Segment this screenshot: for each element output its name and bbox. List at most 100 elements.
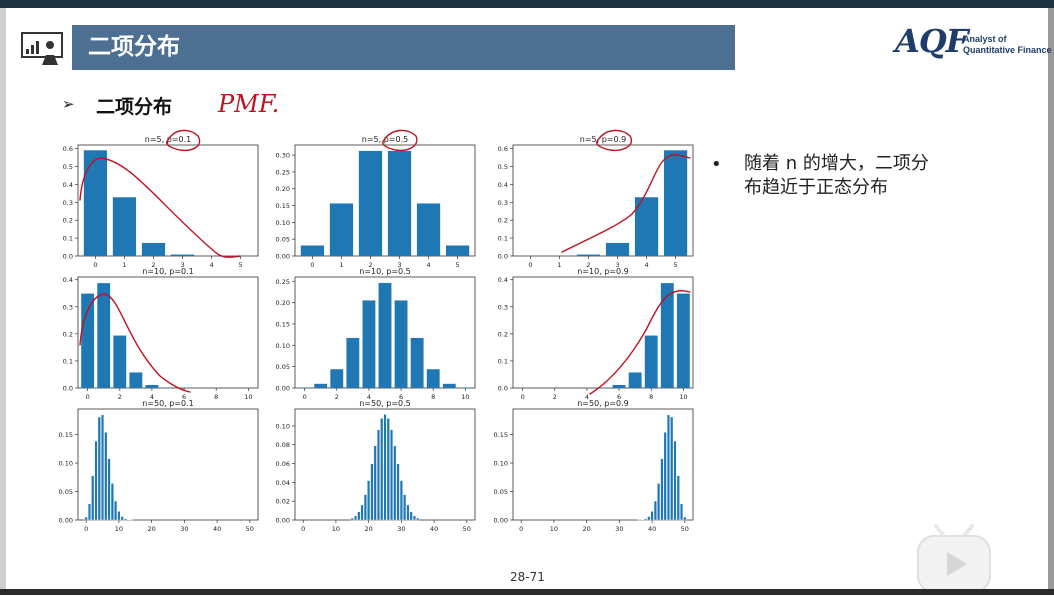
y-tick-label: 0.3 xyxy=(63,199,73,207)
y-tick-label: 0.1 xyxy=(498,235,508,243)
bar xyxy=(606,243,629,256)
y-tick-label: 0.6 xyxy=(63,145,73,153)
y-tick-label: 0.00 xyxy=(494,517,508,525)
y-tick-label: 0.2 xyxy=(63,330,73,338)
y-tick-label: 0.10 xyxy=(276,422,290,430)
y-tick-label: 0.1 xyxy=(498,357,508,365)
y-tick-label: 0.4 xyxy=(498,276,508,284)
bar xyxy=(388,151,411,256)
x-tick-label: 1 xyxy=(339,261,343,269)
x-tick-label: 30 xyxy=(615,525,623,533)
y-tick-label: 0.0 xyxy=(498,385,508,393)
y-tick-label: 0.4 xyxy=(63,181,73,189)
bar xyxy=(407,505,410,520)
y-tick-label: 0.6 xyxy=(498,145,508,153)
x-tick-label: 4 xyxy=(209,261,213,269)
bar xyxy=(644,519,647,520)
chart-title: n=50, p=0.1 xyxy=(142,399,194,408)
bar xyxy=(330,203,353,256)
bar xyxy=(613,385,626,388)
bar xyxy=(674,441,677,520)
y-tick-label: 0.3 xyxy=(498,303,508,311)
bar xyxy=(443,384,456,388)
bar xyxy=(101,415,104,520)
play-icon[interactable] xyxy=(912,520,996,596)
x-tick-label: 0 xyxy=(519,525,523,533)
x-tick-label: 1 xyxy=(557,261,561,269)
y-tick-label: 0.15 xyxy=(276,202,290,210)
y-tick-label: 0.5 xyxy=(498,163,508,171)
bar xyxy=(98,417,101,520)
bar xyxy=(358,512,361,520)
x-tick-label: 40 xyxy=(213,525,221,533)
bar xyxy=(648,517,651,520)
x-tick-label: 20 xyxy=(147,525,155,533)
y-tick-label: 0.20 xyxy=(276,185,290,193)
y-tick-label: 0.10 xyxy=(59,460,73,468)
bar xyxy=(113,197,136,256)
bar xyxy=(359,151,382,256)
bar xyxy=(142,243,165,256)
x-tick-label: 10 xyxy=(115,525,123,533)
x-tick-label: 0 xyxy=(301,525,305,533)
bar xyxy=(416,518,419,520)
x-tick-label: 0 xyxy=(93,261,97,269)
y-tick-label: 0.05 xyxy=(276,363,290,371)
bar xyxy=(400,481,403,520)
y-tick-label: 0.4 xyxy=(63,276,73,284)
bar xyxy=(410,512,413,520)
bar xyxy=(629,372,642,388)
y-tick-label: 0.05 xyxy=(59,488,73,496)
chart-title: n=50, p=0.5 xyxy=(359,399,411,408)
bar xyxy=(670,417,673,520)
bar xyxy=(654,501,657,520)
y-tick-label: 0.4 xyxy=(498,181,508,189)
y-tick-label: 0.30 xyxy=(276,152,290,160)
x-tick-label: 50 xyxy=(463,525,471,533)
y-tick-label: 0.10 xyxy=(276,342,290,350)
y-tick-label: 0.2 xyxy=(498,217,508,225)
bar xyxy=(108,459,111,520)
y-tick-label: 0.15 xyxy=(276,320,290,328)
x-tick-label: 0 xyxy=(303,393,307,401)
y-tick-label: 0.1 xyxy=(63,235,73,243)
bar xyxy=(146,385,159,388)
bar xyxy=(171,255,194,256)
bar xyxy=(411,338,424,388)
bar xyxy=(390,430,393,520)
chart-title: n=10, p=0.9 xyxy=(577,267,629,276)
bar xyxy=(105,432,108,520)
y-tick-label: 0.0 xyxy=(498,253,508,261)
bar xyxy=(387,418,390,520)
y-tick-label: 0.5 xyxy=(63,163,73,171)
bullet-text: 随着 n 的增大，二项分布趋近于正态分布 xyxy=(744,152,944,200)
bar xyxy=(577,255,600,256)
y-tick-label: 0.00 xyxy=(276,253,290,261)
x-tick-label: 0 xyxy=(84,525,88,533)
x-tick-label: 40 xyxy=(430,525,438,533)
bar xyxy=(667,415,670,520)
bar xyxy=(677,476,680,520)
x-tick-label: 50 xyxy=(681,525,689,533)
y-tick-label: 0.15 xyxy=(494,431,508,439)
x-tick-label: 40 xyxy=(648,525,656,533)
y-tick-label: 0.02 xyxy=(276,498,290,506)
bar xyxy=(661,459,664,520)
bar xyxy=(351,518,354,520)
bar xyxy=(354,516,357,520)
bar xyxy=(395,300,408,388)
chart-title: n=10, p=0.1 xyxy=(142,267,194,276)
bar xyxy=(364,495,367,520)
bar xyxy=(680,504,683,520)
x-tick-label: 10 xyxy=(461,393,469,401)
bar xyxy=(377,430,380,520)
bar xyxy=(403,495,406,520)
x-tick-label: 1 xyxy=(122,261,126,269)
bar xyxy=(661,283,674,388)
y-tick-label: 0.04 xyxy=(276,479,290,487)
x-tick-label: 10 xyxy=(244,393,252,401)
y-tick-label: 0.2 xyxy=(498,330,508,338)
y-tick-label: 0.00 xyxy=(59,517,73,525)
y-tick-label: 0.25 xyxy=(276,168,290,176)
